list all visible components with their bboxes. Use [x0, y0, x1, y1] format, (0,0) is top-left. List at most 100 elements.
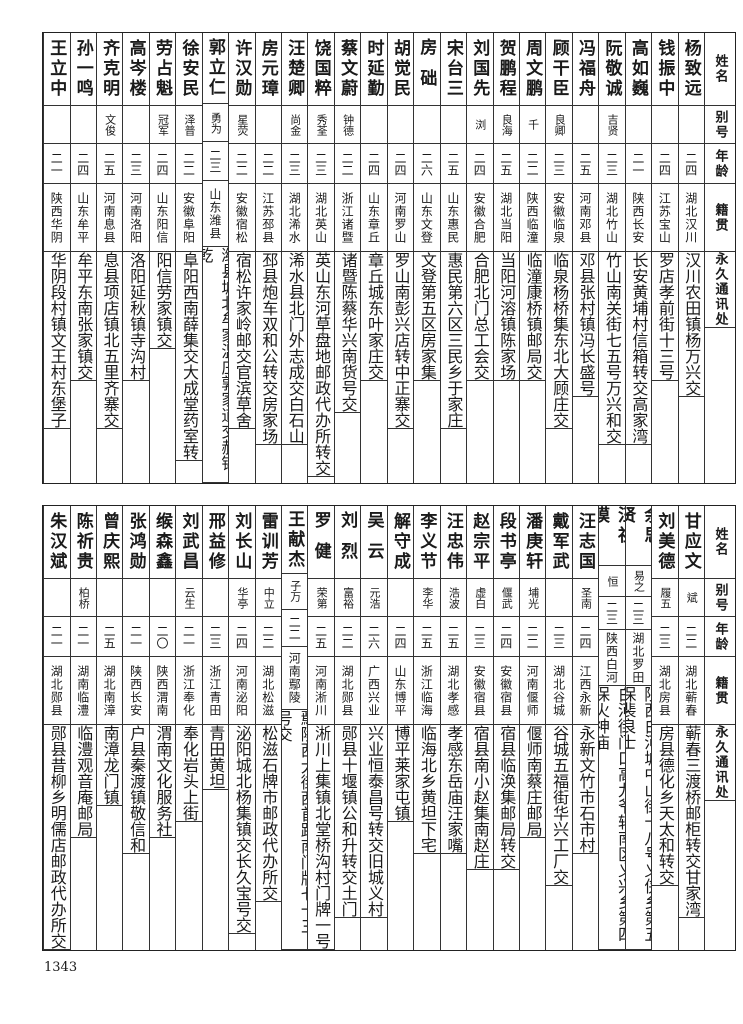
cell-age: 二一 [176, 617, 202, 657]
cell-alias: 易之 [625, 566, 652, 598]
cell-address: 青田黄坦 [202, 725, 229, 790]
cell-name: 王献杰 [282, 506, 308, 575]
cell-alias: 子万 [282, 574, 308, 610]
cell-name: 汪楚卿 [282, 33, 308, 106]
cell-origin: 安徽宿县 [467, 657, 493, 725]
cell-address: 松滋石牌市邮政代办所交 [255, 725, 281, 902]
cell-alias: 文俊 [96, 106, 123, 144]
cell-age: 二四 [361, 144, 387, 184]
cell-name: 贺鹏程 [493, 33, 519, 106]
header-column: 姓名 别号 年龄 籍贯 永久通讯处 [704, 506, 735, 950]
cell-name: 徐安民 [176, 33, 202, 106]
cell-age: 二三 [308, 144, 334, 184]
cell-age: 二二 [255, 617, 281, 657]
cell-address: 泌阳城北杨集镇交长久宝号交 [229, 725, 255, 934]
cell-address: 文登第五区房家集 [414, 252, 440, 381]
table-row: 赵宗平 虚白 二三 安徽宿县 宿县南小赵集南赵庄 [466, 506, 493, 950]
table-row: 刘国先浏二四 安徽合肥 合肥北门总工会交 [466, 33, 493, 483]
table-row: 汪志国 圣南 二四 江西永新 永新文竹市石市村 [571, 506, 599, 950]
cell-age: 二五 [440, 617, 467, 657]
cell-address: 房县德化乡天太和转交 [652, 725, 678, 886]
cell-origin: 浙江临海 [414, 657, 440, 725]
cell-name: 劳占魁 [149, 33, 176, 106]
cell-name: 甘应文 [678, 506, 704, 579]
header-alias: 别号 [705, 106, 735, 144]
cell-origin: 湖北英山 [308, 184, 334, 252]
cell-origin: 河南邓县 [572, 184, 599, 252]
cell-address: 潍县城北牟家温庄郭家道交郝锡乾 [202, 247, 229, 483]
cell-origin: 山东牟平 [70, 184, 96, 252]
cell-name: 段书亭 [493, 506, 519, 579]
cell-address: 谷城五福街华兴工厂交 [546, 725, 572, 886]
cell-name: 吴云 [361, 506, 387, 579]
cell-name: 周文鹏 [519, 33, 546, 106]
cell-origin: 湖北汉川 [678, 184, 704, 252]
cell-alias: 中立 [255, 579, 281, 617]
cell-origin: 湖北松滋 [255, 657, 281, 725]
cell-age: 二五 [96, 617, 123, 657]
table-row: 孙一鸣 二四 山东牟平 牟平东南张家镇交 [69, 33, 96, 483]
cell-address: 白河街门口高九爷转南区义兴乡第四保火神庙 [599, 686, 625, 950]
cell-alias: 荣第 [308, 579, 334, 617]
cell-name: 孙一鸣 [70, 33, 96, 106]
page-number: 1343 [44, 960, 78, 975]
cell-age: 二三 [599, 144, 625, 184]
cell-address: 户县秦渡镇敬信和 [123, 725, 149, 854]
cell-origin: 陕西华阴 [44, 184, 70, 252]
cell-address: 博平莱家屯镇 [387, 725, 414, 822]
table-row: 齐克明 文俊 二五 河南息县 息县项店镇北五里齐寨交 [95, 33, 123, 483]
cell-name: 高岑楼 [123, 33, 149, 106]
cell-address: 郧县十堰镇公和升转交土门 [334, 725, 361, 918]
cell-name: 潘庚轩 [519, 506, 546, 579]
cell-origin: 湖北房县 [652, 657, 678, 725]
cell-origin: 湖北南漳 [96, 657, 123, 725]
cell-alias: 良卿 [546, 106, 572, 144]
table-row: 房础 二六 山东文登 文登第五区房家集 [413, 33, 440, 483]
cell-age: 二二 [334, 617, 361, 657]
header-column: 姓名 别号 年龄 籍贯 永久通讯处 [704, 33, 735, 483]
cell-name: 戴军武 [546, 506, 572, 579]
table-row: 解守成 二四 山东博平 博平莱家屯镇 [386, 506, 414, 950]
cell-origin: 山东潍县 [202, 181, 229, 248]
cell-age: 二一 [70, 617, 96, 657]
cell-age: 二六 [414, 144, 440, 184]
cell-age: 二三 [123, 144, 149, 184]
cell-origin: 浙江奉化 [176, 657, 202, 725]
table-row: 汪祖谟恒二三陕西白河白河街门口高九爷转南区义兴乡第四保火神庙 [598, 506, 625, 950]
cell-alias: 恒 [599, 566, 625, 598]
cell-address: 罗山南彭兴店转中正寨交 [387, 252, 414, 429]
header-name: 姓名 [705, 33, 735, 106]
cell-alias: 履五 [652, 579, 678, 617]
cell-name: 罗健 [308, 506, 334, 579]
cell-origin: 湖北孝感 [440, 657, 467, 725]
cell-alias: 秀荃 [308, 106, 334, 144]
cell-alias [387, 106, 414, 144]
cell-origin: 安徽合肥 [467, 184, 493, 252]
cell-alias: 偃武 [493, 579, 519, 617]
cell-origin: 陕西长安 [625, 184, 652, 252]
cell-origin: 山东博平 [387, 657, 414, 725]
cell-address: 蕲春三渡桥邮柜转交甘家湾 [678, 725, 704, 918]
cell-name: 赵宗平 [467, 506, 493, 579]
header-origin: 籍贯 [705, 184, 735, 252]
cell-age: 二五 [572, 144, 599, 184]
cell-origin: 安徽宿松 [229, 184, 255, 252]
cell-name: 房元璋 [255, 33, 281, 106]
cell-origin: 河南偃师 [519, 657, 546, 725]
cell-age: 二二 [229, 144, 255, 184]
cell-age: 二五 [414, 617, 440, 657]
table-row: 杨致远 二四 湖北汉川 汉川农田镇杨万兴交 [677, 33, 704, 483]
cell-origin: 河南淅川 [308, 657, 334, 725]
cell-age: 二三 [282, 144, 308, 184]
cell-alias: 云生 [176, 579, 202, 617]
cell-origin: 河南洛阳 [123, 184, 149, 252]
cell-origin: 河南息县 [96, 184, 123, 252]
table-row: 刘烈 富裕 二二 湖北郧县 郧县十堰镇公和升转交土门 [333, 506, 361, 950]
roster-table-top: 姓名 别号 年龄 籍贯 永久通讯处 杨致远 二四 湖北汉川 汉川农田镇杨万兴交 钱振中 二四 江苏宝山… [42, 32, 736, 484]
cell-age: 二二 [678, 617, 704, 657]
table-row: 周文鹏千二二 陕西临潼 临潼康桥镇邮局交 [518, 33, 546, 483]
table-row: 潘庚轩 埔光 二二 河南偃师 偃师南蔡庄邮局 [518, 506, 546, 950]
cell-origin: 安徽宿县 [493, 657, 519, 725]
cell-name: 阮敬诚 [599, 33, 625, 106]
cell-alias: 冠军 [149, 106, 176, 144]
